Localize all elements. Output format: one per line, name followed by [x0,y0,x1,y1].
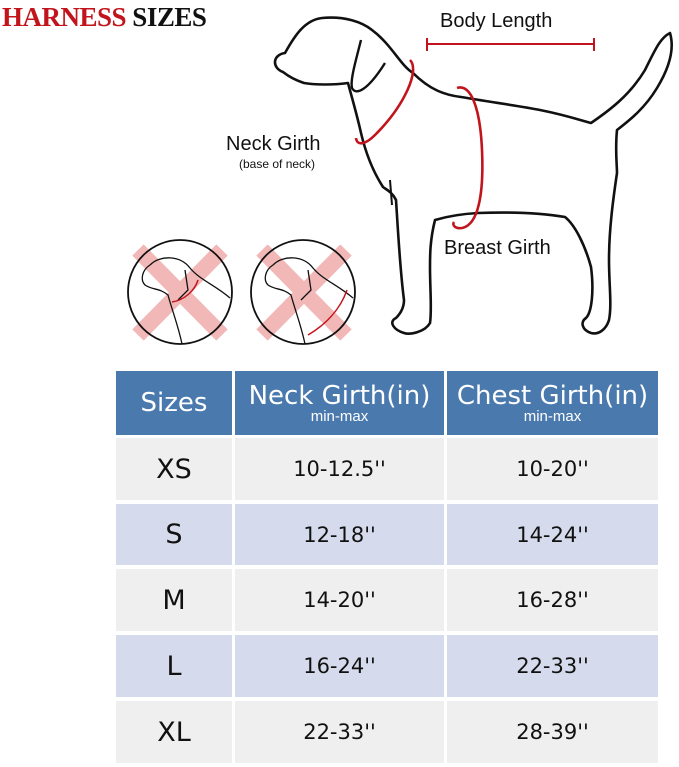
chest-girth-cell: 28-39'' [447,701,658,763]
neck-girth-cell: 10-12.5'' [235,438,444,500]
header-sublabel: min-max [310,408,369,425]
chest-girth-cell: 16-28'' [447,569,658,631]
header-cell: Neck Girth(in) min-max [235,371,444,435]
header-sublabel: min-max [523,408,582,425]
body-length-line [426,38,595,51]
dog-ear [350,39,387,93]
cross-mark-icon [256,244,352,341]
neck-girth-line [354,59,415,145]
chart-title: HARNESS SIZES [2,2,207,33]
size-cell: S [116,504,232,565]
dog-diagram [127,16,673,345]
chest-girth-cell: 14-24'' [447,504,658,565]
breast-girth-line [452,86,484,230]
header-cell: Chest Girth(in) min-max [447,371,658,435]
size-cell: XL [116,701,232,763]
chest-girth-cell: 10-20'' [447,438,658,500]
neck-girth-note: (base of neck) [239,157,316,171]
neck-girth-cell: 22-33'' [235,701,444,763]
header-label: Neck Girth(in) [248,381,431,411]
neck-girth-cell: 14-20'' [235,569,444,631]
size-cell: M [116,569,232,631]
header-label: Sizes [140,388,208,418]
header-cell: Sizes [116,371,232,435]
title-harness: HARNESS [2,2,127,32]
cross-mark-icon [132,244,228,341]
neck-girth-label: Neck Girth [226,133,321,155]
wrong-fit-example-1 [127,239,233,345]
wrong-fit-example-2 [250,239,356,345]
chest-girth-cell: 22-33'' [447,635,658,697]
neck-girth-cell: 12-18'' [235,504,444,565]
size-cell: L [116,635,232,697]
neck-girth-cell: 16-24'' [235,635,444,697]
title-sizes: SIZES [132,2,207,32]
body-length-label: Body Length [440,10,553,32]
header-label: Chest Girth(in) [456,381,649,411]
breast-girth-label: Breast Girth [444,237,551,259]
size-cell: XS [116,438,232,500]
dog-outline [273,16,673,335]
